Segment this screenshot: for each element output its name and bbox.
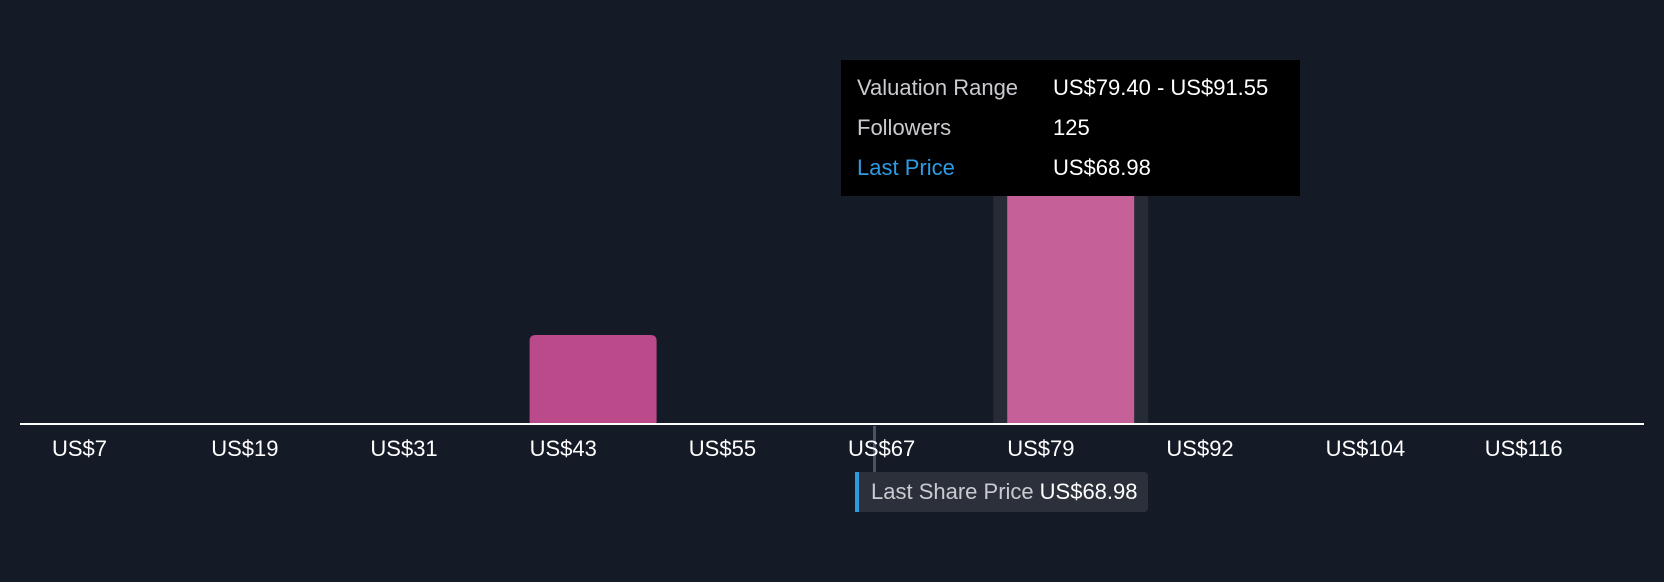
x-tick-label: US$67 (848, 436, 915, 461)
x-tick-label: US$31 (370, 436, 437, 461)
tooltip-key: Last Price (857, 155, 955, 180)
x-tick-label: US$55 (689, 436, 756, 461)
tooltip-value: US$68.98 (1053, 155, 1151, 180)
tooltip-key: Followers (857, 115, 952, 140)
chart-tooltip: Valuation Range US$79.40 - US$91.55 Foll… (841, 60, 1300, 196)
x-tick-label: US$7 (52, 436, 107, 461)
x-tick-label: US$116 (1485, 436, 1563, 461)
tooltip-row-followers: Followers 125 (857, 108, 1284, 148)
x-tick-label: US$104 (1326, 436, 1406, 461)
histogram-bar[interactable] (1007, 131, 1135, 424)
x-tick-label: US$19 (211, 436, 278, 461)
tooltip-row-last-price: Last Price US$68.98 (857, 148, 1284, 188)
histogram-bar[interactable] (529, 334, 657, 424)
last-share-price-label: Last Share Price (871, 479, 1034, 504)
x-tick-label: US$92 (1166, 436, 1233, 461)
tooltip-value: 125 (1053, 115, 1090, 140)
last-share-price-badge: Last Share Price US$68.98 (855, 472, 1148, 512)
x-tick-label: US$79 (1007, 436, 1074, 461)
tooltip-row-valuation-range: Valuation Range US$79.40 - US$91.55 (857, 68, 1284, 108)
x-tick-label: US$43 (530, 436, 597, 461)
last-share-price-value: US$68.98 (1039, 479, 1138, 504)
tooltip-key: Valuation Range (857, 75, 1019, 100)
tooltip-value: US$79.40 - US$91.55 (1053, 75, 1269, 100)
